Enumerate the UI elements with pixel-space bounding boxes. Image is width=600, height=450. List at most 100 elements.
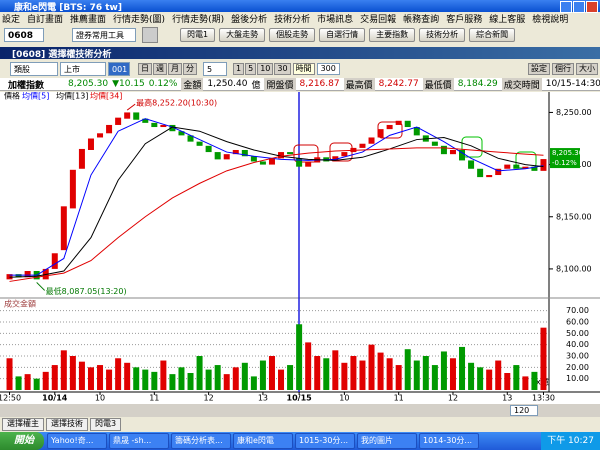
volume-bar	[232, 367, 239, 390]
task-item[interactable]: 籌碼分析表...	[171, 433, 231, 449]
tool-select[interactable]: 證券常用工具	[72, 28, 136, 42]
volume-bar	[531, 371, 538, 390]
toolbar-button[interactable]: 綜合新聞	[469, 28, 516, 42]
menu-item[interactable]: 推薦畫面	[70, 15, 107, 25]
volume-bar	[386, 358, 393, 390]
volume-bar	[60, 350, 67, 390]
volume-bar	[368, 344, 375, 390]
toolbar-button[interactable]: 大盤走勢	[219, 28, 266, 42]
candle	[449, 149, 456, 155]
volume-bar	[106, 369, 113, 390]
tab-bar: 選擇權主 選擇技術 閃電3	[2, 417, 122, 431]
step-button[interactable]: 10	[257, 63, 274, 75]
step-button[interactable]: 1	[233, 63, 245, 75]
task-item[interactable]: 鼎晟 -sh...	[109, 433, 169, 449]
panel-button[interactable]: 個行	[552, 63, 574, 75]
clock: 下午 10:27	[541, 432, 600, 450]
start-button[interactable]: 開始	[0, 432, 44, 450]
task-items: Yahoo!奇... 鼎晟 -sh... 籌碼分析表... 康和e閃電 1015-30分…	[47, 433, 479, 449]
candle	[404, 120, 411, 128]
period-button[interactable]: 分	[183, 63, 197, 75]
candle	[531, 166, 538, 171]
candle	[495, 168, 502, 176]
panel-button[interactable]: 設定	[528, 63, 550, 75]
candle	[106, 124, 113, 134]
candle	[151, 122, 158, 128]
volume-bar	[51, 365, 58, 390]
menu-item[interactable]: 設定	[2, 15, 21, 25]
volume-bar	[124, 362, 131, 390]
candle	[214, 152, 221, 160]
volume-bar	[15, 376, 22, 390]
quote-row: 加權指數 8,205.30 ▼10.15 0.12% 金額 1,250.40 億…	[0, 77, 600, 91]
high-price: 8,242.77	[378, 79, 419, 89]
open-price: 8,216.87	[299, 79, 340, 89]
task-item[interactable]: 1014-30分...	[419, 433, 479, 449]
volume-bar	[431, 365, 438, 390]
volume-bar	[115, 358, 122, 390]
toolbar-button[interactable]: 閃電1	[180, 28, 216, 42]
volume-bar	[97, 365, 104, 390]
x-tick-label: 10	[339, 394, 349, 403]
candle	[395, 120, 402, 125]
step-button[interactable]: 30	[274, 63, 291, 75]
menu-item[interactable]: 行情走勢(圖)	[113, 15, 166, 25]
menu-item[interactable]: 帳務查詢	[403, 15, 440, 25]
candle	[513, 164, 520, 169]
menu-item[interactable]: 客戶服務	[446, 15, 483, 25]
candle	[305, 162, 312, 167]
minute-select[interactable]: 5	[203, 62, 227, 76]
close-button[interactable]	[586, 1, 598, 13]
index-name: 加權指數	[8, 80, 45, 91]
menu-item[interactable]: 檢視說明	[532, 15, 569, 25]
menu-item[interactable]: 市場訊息	[317, 15, 354, 25]
menu-item[interactable]: 技術分析	[274, 15, 311, 25]
minimize-button[interactable]	[560, 1, 572, 13]
period-button[interactable]: 日	[138, 63, 152, 75]
toolbar-button[interactable]: 自選行情	[319, 28, 366, 42]
maximize-button[interactable]	[573, 1, 585, 13]
menu-item[interactable]: 自訂畫面	[27, 15, 64, 25]
period-button[interactable]: 週	[153, 63, 167, 75]
candle	[142, 118, 149, 123]
task-item[interactable]: Yahoo!奇...	[47, 433, 107, 449]
x-tick-label: 10/15	[287, 394, 313, 403]
volume-bar	[395, 365, 402, 390]
market-select[interactable]: 上市	[60, 62, 106, 76]
volume-bar	[350, 356, 357, 390]
code-input[interactable]: 0608	[4, 28, 44, 42]
tool-icon[interactable]	[142, 27, 158, 43]
candle	[278, 152, 285, 159]
tab[interactable]: 選擇技術	[46, 417, 88, 431]
menu-item[interactable]: 行情走勢(期)	[172, 15, 225, 25]
candle	[504, 164, 511, 169]
volume-bar	[151, 371, 158, 390]
task-item[interactable]: 我的圖片	[357, 433, 417, 449]
toolbar-button[interactable]: 主要指數	[369, 28, 416, 42]
x-tick-label: 10	[95, 394, 105, 403]
price-tag	[550, 148, 580, 169]
menu-item[interactable]: 盤後分析	[231, 15, 268, 25]
toolbar-button[interactable]: 技術分析	[419, 28, 466, 42]
tab[interactable]: 選擇權主	[2, 417, 44, 431]
y-tick-label: 60.00	[566, 318, 589, 327]
tab[interactable]: 閃電3	[90, 417, 122, 431]
menu-item[interactable]: 線上客服	[489, 15, 526, 25]
period-button[interactable]: 月	[168, 63, 182, 75]
group-select[interactable]: 類股	[10, 62, 58, 76]
toolbar-button[interactable]: 個股走勢	[269, 28, 316, 42]
candle	[78, 148, 85, 169]
task-item[interactable]: 康和e閃電	[233, 433, 293, 449]
candle	[133, 112, 140, 120]
step-button[interactable]: 5	[245, 63, 257, 75]
zoom-input[interactable]: 120	[510, 405, 538, 416]
candle	[332, 156, 339, 162]
y-tick-label: 40.00	[566, 340, 589, 349]
x-tick-label: 11	[149, 394, 159, 403]
amount-unit: 億	[251, 80, 261, 91]
task-item[interactable]: 1015-30分...	[295, 433, 355, 449]
time-input[interactable]: 300	[316, 63, 340, 75]
code-select[interactable]: 001	[108, 62, 130, 76]
panel-button[interactable]: 大小	[576, 63, 598, 75]
menu-item[interactable]: 交易回報	[360, 15, 397, 25]
